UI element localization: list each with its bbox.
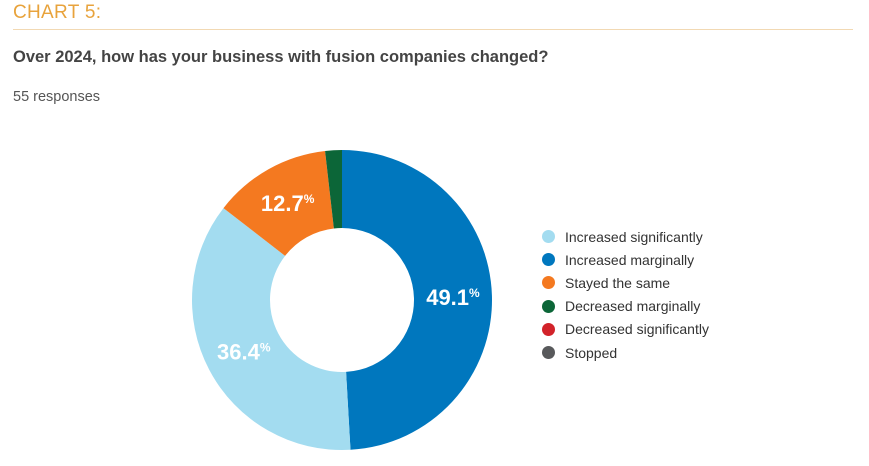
chart-question-title: Over 2024, how has your business with fu… [13,48,549,66]
legend-item-stayed-the-same: Stayed the same [542,271,709,294]
legend-swatch [542,253,555,267]
slice-stayed-the-same [223,150,334,256]
legend-item-decreased-marginally: Decreased marginally [542,295,709,318]
legend-swatch [542,322,555,336]
legend-swatch [542,230,555,244]
legend-item-decreased-significantly: Decreased significantly [542,318,709,341]
legend-item-increased-marginally: Increased marginally [542,248,709,271]
slice-increased-marginally [342,150,492,450]
legend-item-increased-significantly: Increased significantly [542,225,709,248]
slice-decreased-marginally [325,150,342,229]
legend-label: Increased marginally [565,251,695,268]
legend-label: Decreased significantly [565,321,709,338]
response-count: 55 responses [13,89,101,105]
legend-label: Increased significantly [565,228,703,245]
chart-legend: Increased significantly Increased margina… [542,225,709,364]
donut-chart: 36.4%49.1%12.7% [191,150,492,450]
legend-label: Stayed the same [565,274,671,291]
header-divider [13,29,853,30]
legend-label: Decreased marginally [565,298,701,315]
legend-swatch [542,299,555,313]
legend-label: Stopped [565,344,618,361]
slice-increased-significantly [191,208,351,450]
legend-swatch [542,346,555,360]
chart-number-label: CHART 5: [13,2,102,23]
legend-swatch [542,276,555,290]
legend-item-stopped: Stopped [542,341,709,364]
